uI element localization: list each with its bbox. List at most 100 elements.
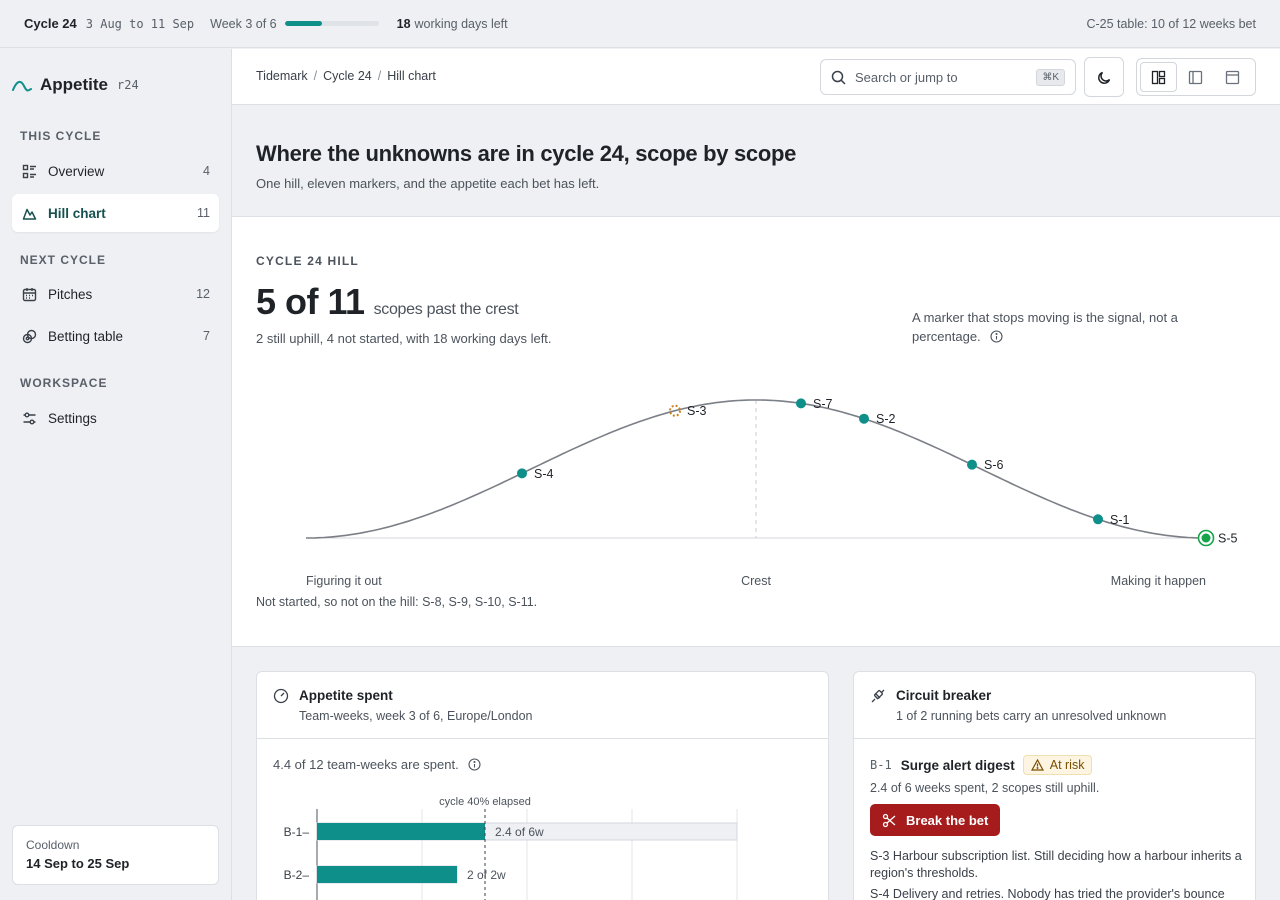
appetite-bar-fill[interactable] — [317, 823, 485, 840]
hill-marker-label: S-3 — [687, 404, 707, 418]
appetite-summary: 4.4 of 12 team-weeks are spent. — [273, 757, 481, 772]
appetite-bar-value: 2.4 of 6w — [495, 825, 544, 839]
scissors-icon — [882, 813, 896, 827]
chip-icon — [22, 329, 37, 343]
sidebar-item-settings[interactable]: Settings — [12, 399, 219, 437]
layout-switcher — [1136, 58, 1256, 96]
breadcrumb-item: Hill chart — [387, 69, 436, 83]
breadcrumb: Tidemark / Cycle 24/Hill chart — [256, 69, 436, 83]
hill-marker-s-3[interactable]: S-3 — [669, 404, 707, 418]
hill-marker-s-2[interactable]: S-2 — [859, 412, 896, 426]
search-input[interactable]: Search or jump to ⌘K — [820, 59, 1076, 95]
hill-icon — [22, 208, 37, 220]
sidebar-item-label: Overview — [48, 163, 105, 179]
calendar-icon — [22, 287, 37, 301]
sidebar-item-hill-chart[interactable]: Hill chart 11 — [12, 194, 219, 232]
hill-marker-s-6[interactable]: S-6 — [967, 458, 1004, 472]
circuit-breaker-title: Circuit breaker — [896, 688, 992, 703]
hill-marker-label: S-2 — [876, 412, 896, 426]
cycle-dates: 3 Aug to 11 Sep — [85, 16, 195, 31]
info-icon[interactable] — [468, 758, 481, 771]
hill-big-number: 5 of 11 — [256, 281, 365, 322]
search-icon — [831, 70, 846, 85]
hill-summary: 2 still uphill, 4 not started, with 18 w… — [256, 331, 552, 346]
cycle-progress-fill — [284, 21, 323, 26]
layout-full-button[interactable] — [1214, 62, 1251, 92]
circuit-breaker-subtitle: 1 of 2 running bets carry an unresolved … — [896, 709, 1167, 723]
cooldown-title: Cooldown — [26, 838, 80, 852]
break-bet-label: Break the bet — [906, 812, 989, 828]
sidebar-item-overview[interactable]: Overview 4 — [12, 152, 219, 190]
breadcrumb-item[interactable]: Cycle 24 — [323, 69, 372, 83]
table-status: C-25 table: 10 of 12 weeks bet — [1086, 16, 1256, 31]
sidebar: Appetite r24 THIS CYCLE Overview 4 Hill … — [0, 49, 232, 900]
nav-section-next-cycle: NEXT CYCLE — [20, 253, 107, 267]
warning-icon — [1030, 759, 1044, 771]
appetite-bar-fill[interactable] — [317, 866, 457, 883]
nav-section-this-cycle: THIS CYCLE — [20, 129, 102, 143]
search-shortcut: ⌘K — [1036, 68, 1065, 86]
hill-chart: S-4 S-3 S-7 S-2 S-6 S-1 S-5 Figuring it out Cr… — [306, 397, 1238, 588]
moon-icon — [1097, 71, 1110, 84]
hill-marker-s-4[interactable]: S-4 — [517, 467, 554, 481]
hill-marker-s-5[interactable]: S-5 — [1197, 529, 1238, 547]
hill-marker-dot — [517, 468, 527, 479]
gauge-icon — [273, 688, 289, 704]
plug-icon — [871, 689, 885, 703]
status-badge-label: At risk — [1049, 758, 1085, 772]
appetite-title: Appetite spent — [299, 688, 393, 703]
hill-axis-center-label: Crest — [741, 574, 771, 588]
hill-big-unit: scopes past the crest — [373, 301, 519, 318]
sidebar-item-count: 12 — [196, 287, 210, 301]
info-icon[interactable] — [990, 330, 1003, 343]
hill-eyebrow: CYCLE 24 HILL — [256, 254, 359, 268]
appetite-subtitle: Team-weeks, week 3 of 6, Europe/London — [299, 709, 533, 723]
theme-toggle-button[interactable] — [1084, 57, 1124, 97]
cycle-name: Cycle 24 — [24, 16, 77, 31]
days-left-number: 18 — [396, 16, 411, 31]
hill-marker-label: S-7 — [813, 397, 833, 411]
cycle-week: Week 3 of 6 — [210, 16, 277, 31]
sidebar-item-count: 7 — [203, 329, 210, 343]
sidebar-item-pitches[interactable]: Pitches 12 — [12, 275, 219, 313]
hill-marker-dot — [967, 459, 977, 470]
appetite-bar-label: B-1– — [284, 825, 310, 839]
brand-name: Appetite — [40, 75, 108, 94]
page-header: Where the unknowns are in cycle 24, scop… — [232, 105, 1280, 217]
layout-full-icon — [1225, 70, 1240, 84]
hill-marker-label: S-6 — [984, 458, 1004, 472]
top-bar: Cycle 24 3 Aug to 11 Sep Week 3 of 6 18 w… — [0, 0, 1280, 48]
sliders-icon — [23, 412, 36, 424]
hill-marker-s-1[interactable]: S-1 — [1093, 513, 1130, 527]
days-left-text: working days left — [414, 16, 508, 31]
hill-marker-s-7[interactable]: S-7 — [796, 397, 833, 411]
hill-axis-left-label: Figuring it out — [306, 574, 382, 588]
brand[interactable]: Appetite r24 — [12, 75, 139, 95]
appetite-summary-text: 4.4 of 12 team-weeks are spent. — [273, 757, 459, 772]
hill-marker-label: S-5 — [1218, 532, 1238, 546]
header-bar: Tidemark / Cycle 24/Hill chart Search or j… — [232, 49, 1280, 105]
search-placeholder: Search or jump to — [855, 69, 958, 85]
hill-marker-dot — [859, 413, 869, 424]
appetite-card-header: Appetite spent Team-weeks, week 3 of 6, … — [257, 672, 828, 739]
appetite-bar-value: 2 of 2w — [467, 868, 506, 882]
page-title: Where the unknowns are in cycle 24, scop… — [256, 141, 797, 166]
appetite-bar-label: B-2– — [284, 868, 310, 882]
hill-note: A marker that stops moving is the signal… — [912, 308, 1212, 346]
breadcrumb-item[interactable]: Tidemark — [256, 69, 308, 83]
bet-name: Surge alert digest — [900, 757, 1015, 773]
bet-row: B-1 Surge alert digest At risk — [870, 755, 1093, 775]
circuit-breaker-card: Circuit breaker 1 of 2 running bets carr… — [853, 671, 1256, 900]
sidebar-item-label: Settings — [48, 410, 97, 426]
layout-split-button[interactable] — [1140, 62, 1177, 92]
cooldown-dates: 14 Sep to 25 Sep — [26, 856, 130, 871]
layout-sidebar-button[interactable] — [1177, 62, 1214, 92]
sidebar-item-betting-table[interactable]: Betting table 7 — [12, 317, 219, 355]
layout-sidebar-icon — [1188, 70, 1203, 84]
status-badge: At risk — [1022, 755, 1093, 775]
break-bet-button[interactable]: Break the bet — [870, 804, 1001, 836]
bet-id: B-1 — [870, 758, 892, 772]
sidebar-item-count: 4 — [203, 164, 210, 178]
sidebar-item-count: 11 — [197, 206, 210, 220]
sidebar-item-label: Betting table — [48, 328, 124, 344]
